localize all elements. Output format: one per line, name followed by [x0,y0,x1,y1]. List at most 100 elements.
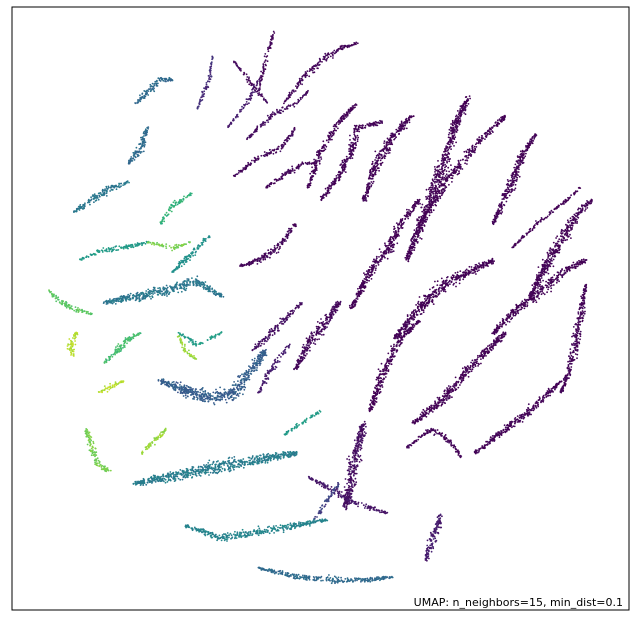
data-point [549,278,552,281]
data-point [344,171,347,174]
data-point [464,106,467,109]
data-point [291,165,293,168]
data-point [434,189,437,192]
data-point [513,189,516,191]
data-point [354,147,356,150]
data-point [459,108,462,110]
data-point [273,248,276,251]
data-point [358,130,361,133]
data-point [389,250,391,252]
data-point [417,232,419,234]
data-point [281,143,284,146]
data-point [273,112,276,115]
data-point [457,274,459,277]
data-point [369,174,372,176]
data-point [348,109,351,112]
data-point [250,84,253,87]
data-point [275,151,278,154]
data-point [241,105,243,108]
data-point [357,128,360,131]
data-point [337,173,339,176]
data-point [407,320,409,323]
data-point [360,292,363,294]
data-point [257,257,260,260]
data-point [403,121,405,124]
data-point [570,194,572,197]
data-point [333,123,336,126]
data-point [442,290,445,293]
data-point [270,39,273,41]
data-point [375,267,377,270]
data-point [266,114,269,117]
data-point [313,171,316,174]
data-point [331,138,333,141]
data-point [236,115,239,118]
data-point [435,288,438,291]
data-point [438,292,441,295]
data-point [580,210,582,212]
data-point [287,104,290,107]
data-point [434,178,436,181]
data-point [432,180,435,183]
data-point [440,178,443,181]
data-point [418,228,421,231]
data-point [404,321,407,323]
data-point [444,189,446,192]
data-point [510,188,513,191]
data-point [388,238,391,241]
data-point [293,126,296,129]
data-point [428,187,431,189]
data-point [372,124,375,127]
data-point [395,231,398,234]
data-point [201,95,204,98]
data-point [454,272,457,274]
data-point [496,210,499,213]
data-point [255,91,257,93]
data-point [432,195,435,198]
data-point [396,226,399,229]
data-point [324,144,327,147]
data-point [207,75,210,77]
data-point [501,318,504,320]
data-point [330,182,333,184]
data-point [253,161,256,164]
data-point [397,329,400,332]
data-point [292,130,295,133]
data-point [336,48,339,51]
data-point [432,286,435,288]
data-point [377,122,380,124]
data-point [341,166,344,169]
data-point [588,201,590,204]
data-point [314,170,317,172]
data-point [371,160,374,163]
data-point [362,286,365,288]
data-point [252,88,254,90]
data-point [450,123,452,125]
data-point [368,276,370,279]
data-point [552,251,555,254]
data-point [327,56,330,59]
data-point [490,260,493,263]
data-point [515,243,517,245]
data-point [546,258,548,261]
data-point [252,86,255,89]
data-point [208,80,211,83]
point-cluster [246,89,309,141]
data-point [441,192,444,195]
data-point [332,125,335,128]
data-point [459,119,462,121]
data-point [450,164,452,167]
data-point [567,221,570,223]
data-point [374,161,377,164]
data-point [459,163,462,166]
data-point [406,315,409,318]
data-point [280,241,283,244]
data-point [440,189,443,192]
data-point [518,241,520,243]
data-point [390,245,392,248]
data-point [324,187,327,190]
data-point [398,127,401,130]
data-point [248,135,251,138]
data-point [423,307,426,310]
data-point [288,229,291,232]
